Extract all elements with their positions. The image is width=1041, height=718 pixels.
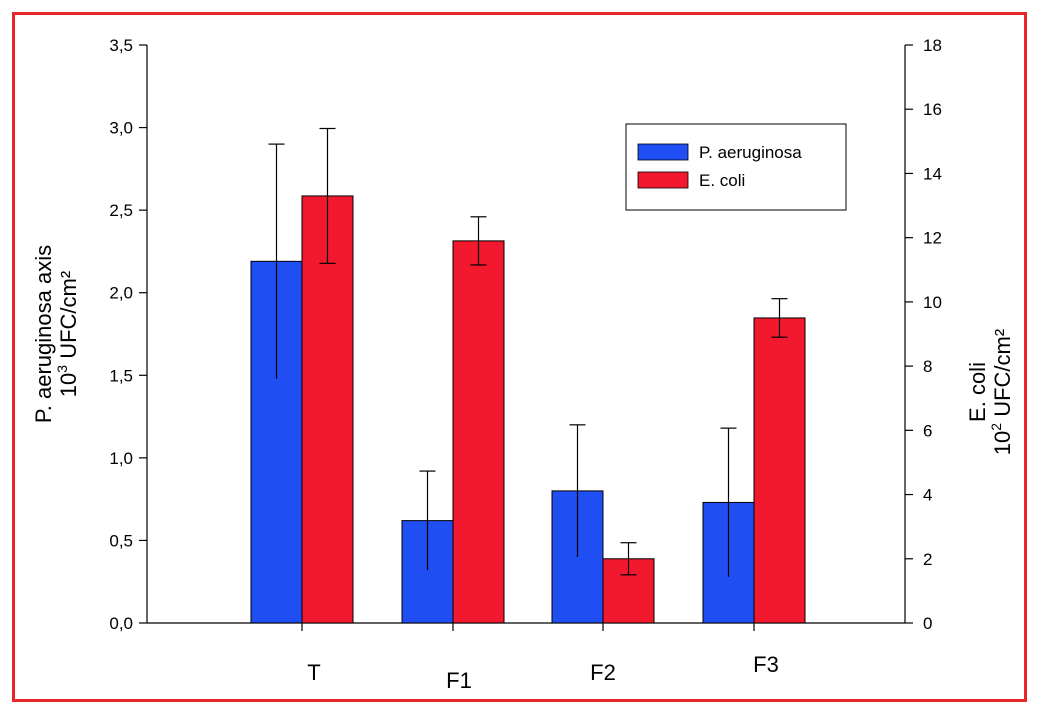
left-y-axis-ticks: 0,0 0,5 1,0 1,5 2,0 2,5 3,0 3,5	[109, 36, 147, 633]
left-y-tick-label: 2,0	[109, 284, 133, 303]
right-axis-unit-base: 10	[990, 431, 1015, 455]
left-y-tick-label: 1,0	[109, 449, 133, 468]
left-axis-unit-exponent: 3	[54, 365, 70, 373]
right-y-tick-label: 8	[923, 357, 932, 376]
right-y-tick-label: 10	[923, 293, 942, 312]
category-label-f1: F1	[446, 668, 472, 693]
right-y-tick-label: 12	[923, 229, 942, 248]
right-y-axis-ticks: 0 2 4 6 8 10 12 14 16 18	[905, 36, 942, 633]
right-y-tick-label: 0	[923, 614, 932, 633]
legend-label-e-coli: E. coli	[699, 171, 745, 190]
left-axis-title-line1: P. aeruginosa axis	[31, 245, 56, 423]
right-y-tick-label: 4	[923, 486, 932, 505]
left-y-tick-label: 0,5	[109, 531, 133, 550]
left-axis-title-line2: 103 UFC/cm²	[54, 271, 81, 397]
left-axis-unit-base: 10	[56, 373, 81, 397]
left-axis-unit-suffix: UFC/cm²	[56, 271, 81, 365]
category-label-t: T	[307, 660, 320, 685]
left-y-tick-label: 0,0	[109, 614, 133, 633]
bars	[250, 195, 806, 624]
left-y-tick-label: 2,5	[109, 201, 133, 220]
right-y-tick-label: 6	[923, 421, 932, 440]
right-y-tick-label: 2	[923, 550, 932, 569]
right-y-tick-label: 14	[923, 164, 942, 183]
bar-e-coli-f1	[452, 240, 505, 624]
category-labels: T F1 F2 F3	[301, 623, 779, 693]
right-axis-title-line1: E. coli	[965, 362, 990, 422]
bar-e-coli-t	[301, 195, 354, 624]
right-y-tick-label: 16	[923, 100, 942, 119]
right-axis-unit-suffix: UFC/cm²	[990, 329, 1015, 423]
left-y-tick-label: 3,5	[109, 36, 133, 55]
legend: P. aeruginosa E. coli	[625, 123, 847, 211]
error-bars	[268, 127, 788, 577]
category-label-f2: F2	[590, 660, 616, 685]
right-axis-unit-exponent: 2	[988, 423, 1004, 431]
legend-swatch-e-coli	[637, 171, 689, 189]
right-y-tick-label: 18	[923, 36, 942, 55]
bar-e-coli-f3	[753, 317, 806, 624]
legend-label-p-aeruginosa: P. aeruginosa	[699, 143, 802, 162]
category-label-f3: F3	[753, 652, 779, 677]
legend-swatch-p-aeruginosa	[637, 143, 689, 161]
legend-box	[625, 123, 847, 211]
chart-frame	[12, 12, 1027, 702]
left-y-tick-label: 3,0	[109, 119, 133, 138]
left-y-tick-label: 1,5	[109, 366, 133, 385]
right-axis-title-line2: 102 UFC/cm²	[988, 329, 1015, 455]
